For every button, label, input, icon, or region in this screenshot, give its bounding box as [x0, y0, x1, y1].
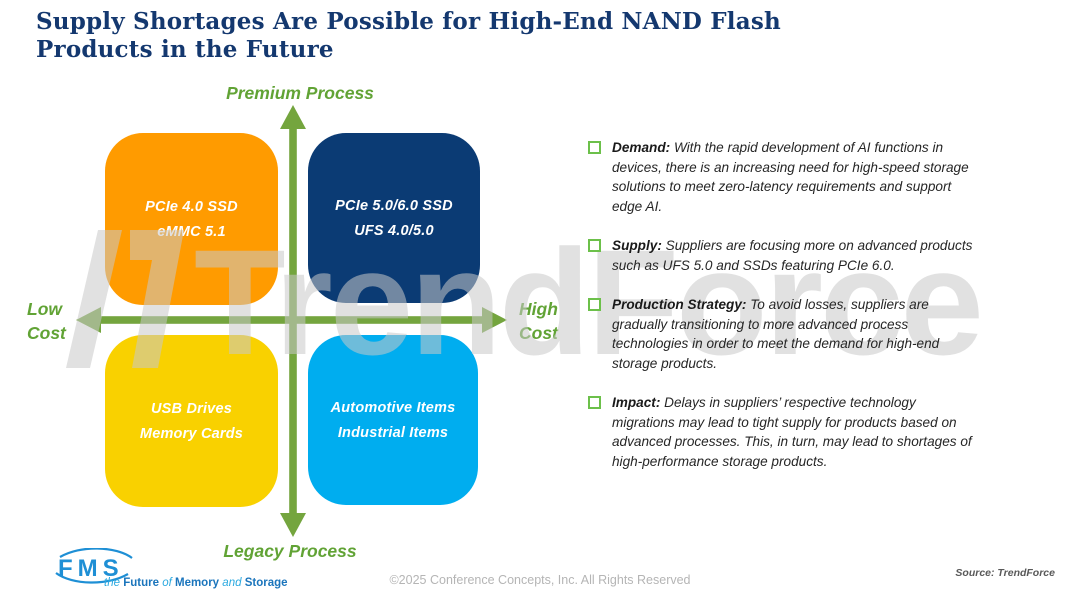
quadrant-top-right: PCIe 5.0/6.0 SSD UFS 4.0/5.0	[308, 133, 480, 303]
fms-logo-text: FMS	[58, 555, 124, 582]
bullet-square-icon	[588, 239, 601, 252]
quadrant-bottom-right-line-2: Industrial Items	[337, 424, 449, 441]
bullet-square-icon	[588, 298, 601, 311]
source-attribution: Source: TrendForce	[955, 567, 1055, 579]
copyright-text: ©2025 Conference Concepts, Inc. All Righ…	[389, 573, 691, 587]
axis-label-low-cost: Low Cost	[27, 299, 66, 343]
quadrant-bottom-left: USB Drives Memory Cards	[105, 335, 278, 507]
quadrant-bottom-left-line-2: Memory Cards	[139, 425, 244, 442]
quadrant-top-left-line-1: PCIe 4.0 SSD	[145, 198, 238, 215]
bullet-impact-label: Impact:	[612, 395, 661, 410]
slide-title-line-2: Products in the Future	[36, 36, 334, 63]
bullet-production-strategy: Production Strategy: To avoid losses, su…	[588, 295, 1024, 373]
bullet-supply: Supply: Suppliers are focusing more on a…	[588, 236, 1024, 275]
quadrant-bottom-right-line-1: Automotive Items	[330, 399, 456, 416]
slide-title-line-1: Supply Shortages Are Possible for High-E…	[36, 8, 781, 35]
bullet-supply-label: Supply:	[612, 238, 662, 253]
axis-label-legacy-process: Legacy Process	[223, 541, 357, 561]
bullet-list: Demand: With the rapid development of AI…	[588, 138, 1024, 471]
quadrant-top-right-line-2: UFS 4.0/5.0	[354, 222, 434, 239]
bullet-impact: Impact: Delays in suppliers’ respective …	[588, 393, 1024, 471]
quadrant-top-right-line-1: PCIe 5.0/6.0 SSD	[335, 197, 453, 214]
quadrant-bottom-right: Automotive Items Industrial Items	[308, 335, 478, 505]
axis-label-premium-process: Premium Process	[226, 83, 374, 103]
quadrant-top-left: PCIe 4.0 SSD eMMC 5.1	[105, 133, 278, 305]
bullet-demand-label: Demand:	[612, 140, 671, 155]
fms-logo: FMS	[55, 548, 133, 584]
slide-title: Supply Shortages Are Possible for High-E…	[36, 8, 781, 64]
bullet-production-strategy-label: Production Strategy:	[612, 297, 747, 312]
bullet-square-icon	[588, 141, 601, 154]
bullet-square-icon	[588, 396, 601, 409]
fms-tagline: the Future of Memory and Storage	[104, 577, 288, 589]
quadrant-bottom-left-line-1: USB Drives	[151, 400, 232, 417]
axis-label-high-cost: High Cost	[519, 299, 558, 343]
quadrant-top-left-line-2: eMMC 5.1	[157, 223, 226, 240]
bullet-demand: Demand: With the rapid development of AI…	[588, 138, 1024, 216]
